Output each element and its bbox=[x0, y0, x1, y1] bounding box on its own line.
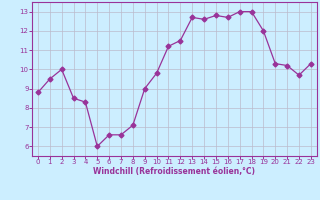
X-axis label: Windchill (Refroidissement éolien,°C): Windchill (Refroidissement éolien,°C) bbox=[93, 167, 255, 176]
